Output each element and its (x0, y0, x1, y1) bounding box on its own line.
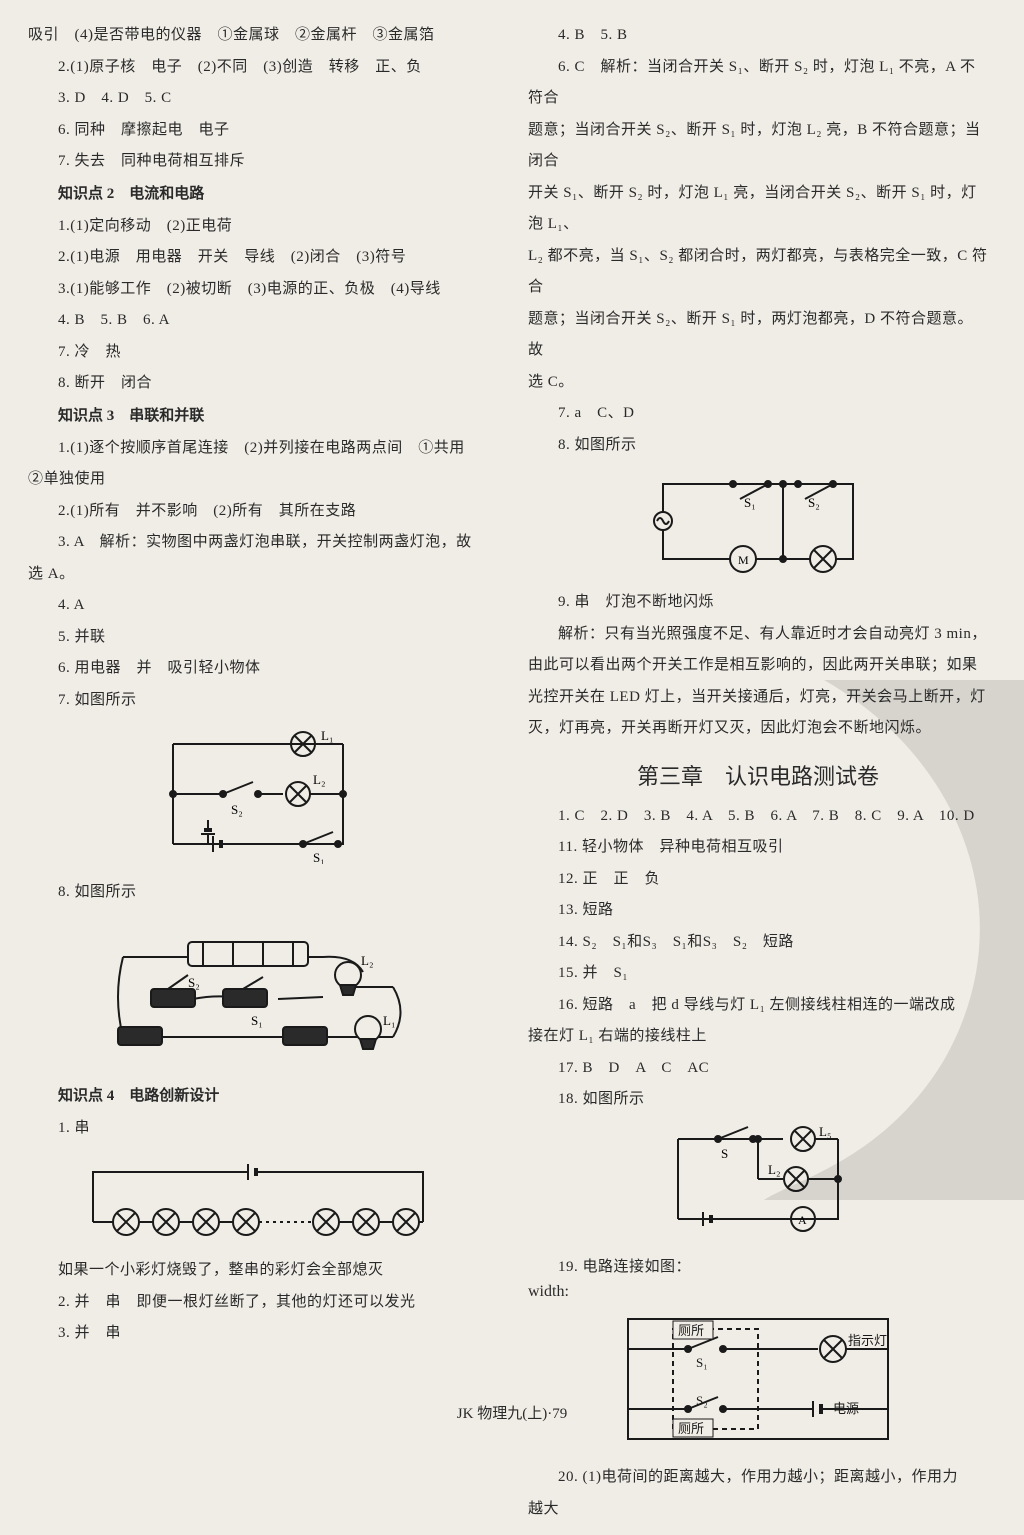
text-line: 由此可以看出两个开关工作是相互影响的，因此两开关串联；如果 (528, 650, 988, 682)
section-heading-3: 知识点 3 串联和并联 (28, 400, 488, 433)
label-M: M (738, 553, 749, 567)
label-L1: L₁ (383, 1013, 395, 1028)
text-line: 3.(1)能够工作 (2)被切断 (3)电源的正、负极 (4)导线 (28, 274, 488, 306)
label-L1: L₁ (321, 728, 333, 743)
text-line: 选 A。 (28, 559, 488, 591)
text-line: 6. 同种 摩擦起电 电子 (28, 115, 488, 147)
label-L2: L₂ (313, 772, 325, 787)
text-line: 7. 如图所示 (28, 685, 488, 717)
label-S1: S₁ (313, 850, 325, 864)
text-line: 1. 串 (28, 1113, 488, 1145)
text-line: 7. a C、D (528, 398, 988, 430)
section-heading-2: 知识点 2 电流和电路 (28, 178, 488, 211)
label-L5: L₅ (819, 1124, 831, 1139)
text-line: 接在灯 L₁ 右端的接线柱上 (528, 1021, 988, 1053)
text-line: 题意；当闭合开关 S₂、断开 S₁ 时，灯泡 L₂ 亮，B 不符合题意；当闭合 (528, 115, 988, 178)
label-L2: L₂ (361, 953, 373, 968)
label-S2: S₂ (808, 495, 820, 510)
text-line: 1. C 2. D 3. B 4. A 5. B 6. A 7. B 8. C … (528, 801, 988, 833)
text-line: 8. 如图所示 (528, 430, 988, 462)
right-column: 4. B 5. B 6. C 解析：当闭合开关 S₁、断开 S₂ 时，灯泡 L₁… (528, 20, 988, 1525)
figure-series-lamps (28, 1152, 488, 1247)
label-S1: S₁ (251, 1013, 263, 1028)
figure-toilet-circuit: 厕所 厕所 S₁ S₂ 指示灯 电源 (528, 1309, 988, 1454)
label-S2: S₂ (188, 975, 200, 990)
text-line: 3. 并 串 (28, 1318, 488, 1350)
text-line: 19. 电路连接如图： (528, 1252, 988, 1284)
text-line: 13. 短路 (528, 895, 988, 927)
figure-2-pictorial: L₂ L₁ S₂ S₁ (28, 917, 488, 1072)
text-line: 16. 短路 a 把 d 导线与灯 L₁ 左侧接线柱相连的一端改成 (528, 990, 988, 1022)
figure-motor-lamp: M S₁ S₂ (528, 469, 988, 579)
section-heading-4: 知识点 4 电路创新设计 (28, 1080, 488, 1113)
text-line: 4. A (28, 590, 488, 622)
label-S: S (721, 1146, 728, 1161)
text-line: 开关 S₁、断开 S₂ 时，灯泡 L₁ 亮，当闭合开关 S₂、断开 S₁ 时，灯… (528, 178, 988, 241)
label-src: 电源 (833, 1401, 859, 1416)
label-S1: S₁ (696, 1355, 708, 1370)
text-line: 8. 断开 闭合 (28, 368, 488, 400)
text-line: 14. S₂ S₁和S₃ S₁和S₃ S₂ 短路 (528, 927, 988, 959)
text-line: 题意；当闭合开关 S₂、断开 S₁ 时，两灯泡都亮，D 不符合题意。故 (528, 304, 988, 367)
text-line: 1.(1)定向移动 (2)正电荷 (28, 211, 488, 243)
text-line: 9. 串 灯泡不断地闪烁 (528, 587, 988, 619)
text-line: 2. 并 串 即便一根灯丝断了，其他的灯还可以发光 (28, 1287, 488, 1319)
text-line: 光控开关在 LED 灯上，当开关接通后，灯亮，开关会马上断开，灯 (528, 682, 988, 714)
label-wc2: 厕所 (678, 1421, 704, 1436)
text-line: 7. 冷 热 (28, 337, 488, 369)
text-line: 12. 正 正 负 (528, 864, 988, 896)
label-L2: L₂ (768, 1162, 780, 1177)
text-line: 4. B 5. B 6. A (28, 305, 488, 337)
label-A: A (798, 1213, 807, 1227)
text-line: 1.(1)逐个按顺序首尾连接 (2)并列接在电路两点间 ①共用 (28, 433, 488, 465)
text-line: L₂ 都不亮，当 S₁、S₂ 都闭合时，两灯都亮，与表格完全一致，C 符合 (528, 241, 988, 304)
label-lamp: 指示灯 (848, 1333, 887, 1348)
text-line: 17. B D A C AC (528, 1053, 988, 1085)
label-S2: S₂ (231, 802, 243, 817)
text-line: 灭，灯再亮，开关再断开灯又灭，因此灯泡会不断地闪烁。 (528, 713, 988, 745)
label-wc1: 厕所 (678, 1323, 704, 1338)
text-line: 18. 如图所示 (528, 1084, 988, 1116)
text-line: 吸引 (4)是否带电的仪器 ①金属球 ②金属杆 ③金属箔 (28, 20, 488, 52)
text-line: 20. (1)电荷间的距离越大，作用力越小；距离越小，作用力 (528, 1462, 988, 1494)
text-line: 3. A 解析：实物图中两盏灯泡串联，开关控制两盏灯泡，故 (28, 527, 488, 559)
text-line: 7. 失去 同种电荷相互排斥 (28, 146, 488, 178)
text-line: 8. 如图所示 (28, 877, 488, 909)
page-container: 吸引 (4)是否带电的仪器 ①金属球 ②金属杆 ③金属箔 2.(1)原子核 电子… (0, 0, 1024, 1535)
figure-1-schematic: L₁ L₂ S₂ S₁ (28, 724, 488, 869)
text-line: 如果一个小彩灯烧毁了，整串的彩灯会全部熄灭 (28, 1255, 488, 1287)
text-line: 6. C 解析：当闭合开关 S₁、断开 S₂ 时，灯泡 L₁ 不亮，A 不符合 (528, 52, 988, 115)
label-S1: S₁ (744, 495, 756, 510)
label-S2: S₂ (696, 1393, 708, 1408)
text-line: 选 C。 (528, 367, 988, 399)
text-line: 11. 轻小物体 异种电荷相互吸引 (528, 832, 988, 864)
text-line: 5. 并联 (28, 622, 488, 654)
text-line: 2.(1)所有 并不影响 (2)所有 其所在支路 (28, 496, 488, 528)
text-line: 越大 (528, 1494, 988, 1526)
text-line: 15. 并 S₁ (528, 958, 988, 990)
left-column: 吸引 (4)是否带电的仪器 ①金属球 ②金属杆 ③金属箔 2.(1)原子核 电子… (28, 20, 488, 1525)
text-line: 6. 用电器 并 吸引轻小物体 (28, 653, 488, 685)
chapter-title: 第三章 认识电路测试卷 (528, 759, 988, 791)
figure-sl5l2a: S L₅ L₂ A (528, 1124, 988, 1244)
text-line: 2.(1)电源 用电器 开关 导线 (2)闭合 (3)符号 (28, 242, 488, 274)
text-line: 解析：只有当光照强度不足、有人靠近时才会自动亮灯 3 min， (528, 619, 988, 651)
text-line: 4. B 5. B (528, 20, 988, 52)
text-line: ②单独使用 (28, 464, 488, 496)
text-line: 3. D 4. D 5. C (28, 83, 488, 115)
text-line: 2.(1)原子核 电子 (2)不同 (3)创造 转移 正、负 (28, 52, 488, 84)
